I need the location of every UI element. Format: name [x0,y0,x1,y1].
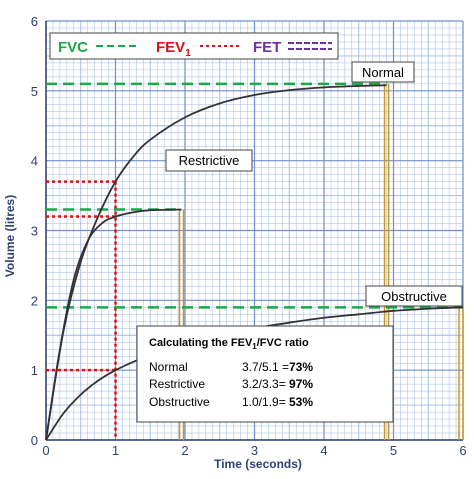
legend-fet-swatch [288,42,332,50]
legend-fev-label: FEV1 [156,39,191,59]
x-tick-label: 2 [181,443,188,458]
svg-text:Obstructive: Obstructive [381,289,447,304]
x-tick-label: 3 [251,443,258,458]
x-axis-title: Time (seconds) [214,457,302,471]
y-tick-label: 5 [31,84,38,99]
ratio-row-name: Normal [149,360,188,374]
y-tick-label: 0 [31,433,38,448]
x-tick-label: 5 [390,443,397,458]
ratio-row-calc: 3.2/3.3= [242,377,286,391]
ratio-row-result: 73% [289,360,313,374]
tick-labels: 0 1 2 3 4 5 6 0 1 2 3 4 5 6 [31,14,467,458]
ratio-box-title: Calculating the FEV1/FVC ratio [149,337,309,351]
fev1-guides [46,180,117,440]
annotation-normal: Normal [351,61,415,83]
annotation-restrictive: Restrictive [165,149,253,172]
x-tick-label: 0 [42,443,49,458]
x-tick-label: 1 [112,443,119,458]
y-tick-label: 4 [31,154,38,169]
ratio-row-result: 97% [289,377,313,391]
ratio-box: Calculating the FEV1/FVC ratio Normal 3.… [136,325,394,423]
legend: FVC FEV1 FET [49,32,339,60]
x-tick-label: 6 [459,443,466,458]
ratio-row-result: 53% [289,395,313,409]
x-tick-label: 4 [320,443,327,458]
curve-restrictive [45,208,182,441]
y-tick-label: 6 [31,14,38,29]
ratio-row-calc: 1.0/1.9= [242,395,286,409]
y-tick-label: 3 [31,224,38,239]
svg-text:Restrictive: Restrictive [179,153,240,168]
y-tick-label: 2 [31,293,38,308]
y-tick-label: 1 [31,363,38,378]
legend-fet-label: FET [253,39,281,56]
ratio-row-name: Obstructive [149,395,210,409]
y-axis-title: Volume (litres) [3,195,17,277]
curve-normal [45,84,387,441]
svg-text:Normal: Normal [362,65,404,80]
legend-fvc-label: FVC [58,39,88,56]
annotation-obstructive: Obstructive [365,285,463,307]
ratio-row-calc: 3.7/5.1 = [242,360,289,374]
ratio-row-name: Restrictive [149,377,205,391]
